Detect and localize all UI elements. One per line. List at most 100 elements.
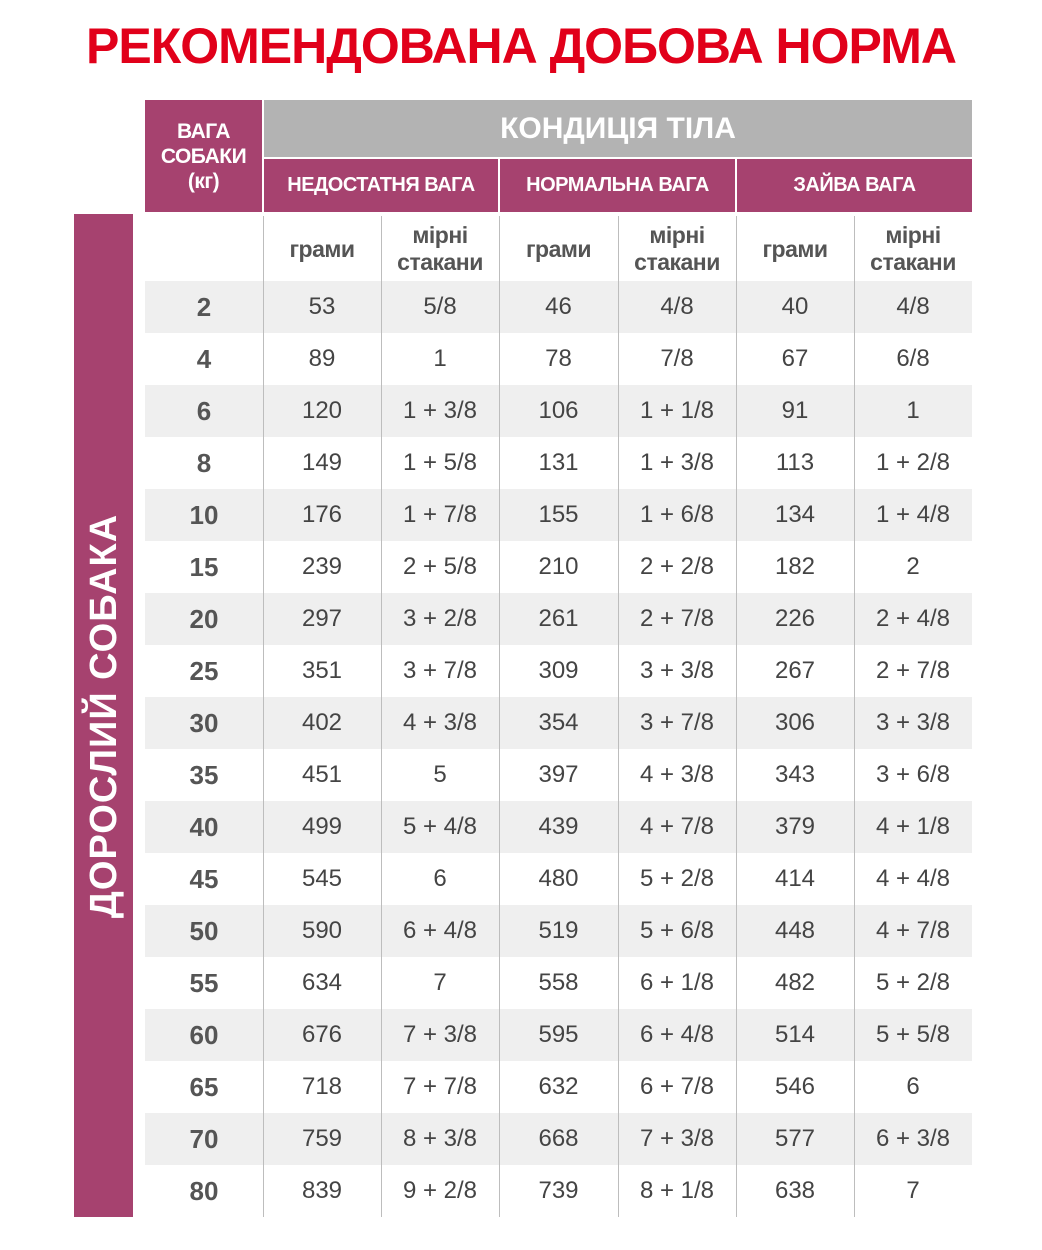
cups-cell: 6 + 3/8: [875, 1125, 951, 1152]
grams-label: грами: [762, 235, 828, 262]
column-divider: [618, 216, 619, 1217]
cups-label-line2: стакани: [397, 249, 483, 275]
grams-cell: 451: [301, 761, 343, 788]
cups-cell: 1 + 7/8: [402, 501, 478, 528]
grams-cell: 759: [301, 1125, 343, 1152]
grams-cell: 120: [301, 397, 343, 424]
cups-cell: 2 + 7/8: [875, 657, 951, 684]
cups-cell: 6 + 1/8: [639, 969, 715, 996]
cups-cell: 5 + 5/8: [875, 1021, 951, 1048]
weight-cell: 20: [189, 604, 219, 634]
cups-cell: 2 + 4/8: [875, 605, 951, 632]
grams-cell: 397: [538, 761, 579, 788]
weight-header: ВАГА СОБАКИ (кг): [145, 100, 262, 212]
cups-cell: 5 + 4/8: [402, 813, 478, 840]
cups-cell: 3 + 2/8: [402, 605, 478, 632]
table-row: 25 351 3 + 7/8 309 3 + 3/8 267 2 + 7/8: [145, 645, 972, 697]
grams-cell: 448: [774, 917, 816, 944]
grams-cell: 343: [774, 761, 816, 788]
table-row: 6 120 1 + 3/8 106 1 + 1/8 91 1: [145, 385, 972, 437]
cups-cell: 4 + 7/8: [875, 917, 951, 944]
cups-cell: 1 + 2/8: [875, 449, 951, 476]
condition-header: КОНДИЦІЯ ТІЛА: [264, 100, 972, 157]
column-divider: [499, 216, 500, 1217]
cups-cell: 1 + 5/8: [402, 449, 478, 476]
weight-cell: 60: [189, 1020, 219, 1050]
grams-cell: 499: [301, 813, 343, 840]
cups-cell: 8 + 3/8: [402, 1125, 478, 1152]
grams-cell: 106: [538, 397, 579, 424]
cups-cell: 7: [906, 1177, 920, 1204]
table-row: 80 839 9 + 2/8 739 8 + 1/8 638 7: [145, 1165, 972, 1217]
grams-cell: 267: [774, 657, 816, 684]
weight-cell: 40: [189, 812, 219, 842]
cups-cell: 7: [433, 969, 447, 996]
weight-cell: 45: [189, 864, 219, 894]
grams-cell: 577: [774, 1125, 816, 1152]
table-row: 55 634 7 558 6 + 1/8 482 5 + 2/8: [145, 957, 972, 1009]
weight-cell: 15: [189, 552, 219, 582]
group-normal: НОРМАЛЬНА ВАГА: [500, 159, 735, 212]
grams-cell: 354: [538, 709, 579, 736]
table-row: 2 53 5/8 46 4/8 40 4/8: [145, 281, 972, 333]
weight-cell: 80: [189, 1176, 219, 1206]
grams-cell: 113: [775, 449, 815, 476]
weight-cell: 35: [189, 760, 219, 790]
grams-cell: 482: [774, 969, 816, 996]
cups-cell: 4 + 7/8: [639, 813, 715, 840]
table-row: 30 402 4 + 3/8 354 3 + 7/8 306 3 + 3/8: [145, 697, 972, 749]
subheader-grams: грами: [499, 218, 618, 280]
table-row: 65 718 7 + 7/8 632 6 + 7/8 546 6: [145, 1061, 972, 1113]
column-divider: [736, 216, 737, 1217]
cups-cell: 6 + 4/8: [639, 1021, 715, 1048]
weight-cell: 55: [189, 968, 219, 998]
cups-cell: 1 + 6/8: [639, 501, 715, 528]
table-row: 4 89 1 78 7/8 67 6/8: [145, 333, 972, 385]
cups-label-line1: мірні: [412, 222, 468, 248]
grams-cell: 402: [301, 709, 343, 736]
cups-cell: 1: [906, 397, 920, 424]
grams-cell: 131: [538, 449, 579, 476]
table-row: 40 499 5 + 4/8 439 4 + 7/8 379 4 + 1/8: [145, 801, 972, 853]
grams-cell: 226: [774, 605, 816, 632]
cups-cell: 6: [433, 865, 447, 892]
weight-cell: 4: [196, 344, 212, 374]
grams-cell: 134: [774, 501, 816, 528]
cups-cell: 4/8: [660, 293, 694, 320]
cups-cell: 7 + 7/8: [402, 1073, 478, 1100]
cups-cell: 2 + 7/8: [639, 605, 715, 632]
weight-cell: 70: [189, 1124, 219, 1154]
grams-cell: 739: [538, 1177, 579, 1204]
subheader-cups: мірні стакани: [854, 218, 972, 280]
cups-cell: 8 + 1/8: [639, 1177, 715, 1204]
table-row: 15 239 2 + 5/8 210 2 + 2/8 182 2: [145, 541, 972, 593]
cups-cell: 5: [433, 761, 447, 788]
cups-cell: 4/8: [896, 293, 930, 320]
grams-cell: 480: [538, 865, 579, 892]
grams-cell: 590: [301, 917, 343, 944]
cups-cell: 5 + 2/8: [639, 865, 715, 892]
cups-cell: 9 + 2/8: [402, 1177, 478, 1204]
cups-cell: 3 + 7/8: [639, 709, 715, 736]
weight-cell: 10: [189, 500, 219, 530]
grams-cell: 718: [301, 1073, 343, 1100]
weight-cell: 8: [196, 448, 212, 478]
grams-cell: 182: [774, 553, 816, 580]
cups-cell: 1 + 1/8: [639, 397, 715, 424]
grams-cell: 379: [774, 813, 816, 840]
cups-cell: 4 + 3/8: [639, 761, 715, 788]
weight-cell: 6: [196, 396, 212, 426]
group-underweight: НЕДОСТАТНЯ ВАГА: [264, 159, 498, 212]
grams-cell: 210: [538, 553, 579, 580]
grams-cell: 78: [545, 345, 572, 372]
table-row: 8 149 1 + 5/8 131 1 + 3/8 113 1 + 2/8: [145, 437, 972, 489]
grams-cell: 261: [538, 605, 579, 632]
side-label: ДОРОСЛИЙ СОБАКА: [74, 214, 133, 1217]
grams-cell: 514: [774, 1021, 816, 1048]
grams-cell: 638: [774, 1177, 816, 1204]
cups-cell: 1 + 3/8: [639, 449, 715, 476]
cups-cell: 7/8: [660, 345, 694, 372]
cups-cell: 2 + 5/8: [402, 553, 478, 580]
grams-cell: 839: [301, 1177, 343, 1204]
grams-cell: 676: [301, 1021, 343, 1048]
